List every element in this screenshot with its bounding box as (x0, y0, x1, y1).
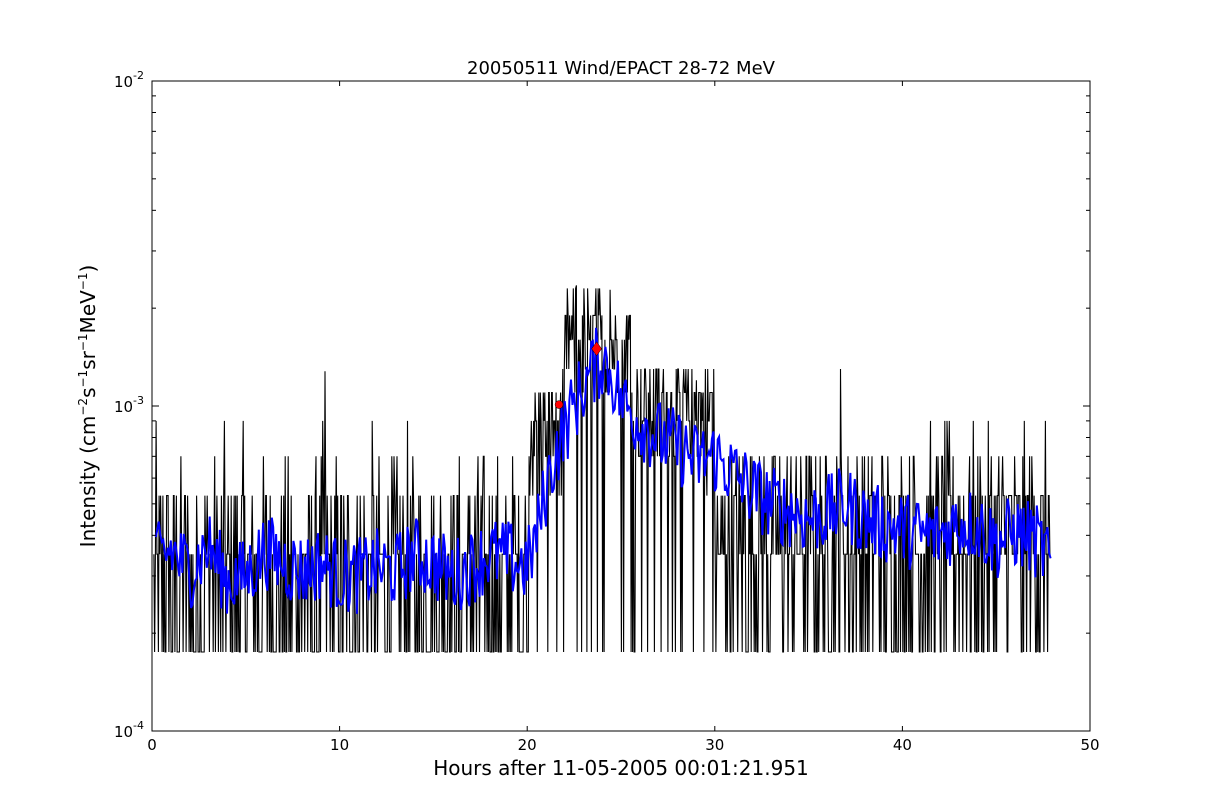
y-tick-label: 10-3 (114, 394, 144, 416)
y-tick-label-exponent: -4 (133, 719, 144, 732)
y-axis-title-mid3: MeV (76, 290, 100, 334)
x-tick-label: 20 (518, 736, 537, 754)
y-tick-label-base: 10 (114, 398, 133, 416)
y-tick-label: 10-4 (114, 719, 144, 741)
y-tick-label-base: 10 (114, 73, 133, 91)
y-axis-title-prefix: Intensity (cm (76, 416, 100, 548)
y-axis-title-sup4: −1 (76, 272, 90, 290)
y-axis-title-sup3: −1 (76, 333, 90, 351)
y-tick-label-base: 10 (114, 723, 133, 741)
peak-marker-diamond (591, 341, 602, 357)
x-tick-label: 10 (330, 736, 349, 754)
onset-marker-circle (554, 400, 564, 409)
y-tick-label: 10-2 (114, 69, 144, 91)
y-tick-label-exponent: -2 (133, 69, 144, 82)
x-tick-label: 30 (705, 736, 724, 754)
y-axis-title-mid1: s (76, 388, 100, 398)
x-tick-label: 50 (1080, 736, 1099, 754)
y-axis-title-sup2: −1 (76, 370, 90, 388)
y-axis-title: Intensity (cm−2s−1sr−1MeV−1) (76, 265, 100, 548)
y-axis-title-mid2: sr (76, 350, 100, 369)
x-tick-label: 0 (147, 736, 157, 754)
raw-intensity-line (153, 285, 1051, 653)
series-layer (153, 285, 1052, 653)
y-axis-title-suffix: ) (76, 265, 100, 273)
y-axis-title-sup1: −2 (76, 398, 90, 416)
smoothed-intensity-line (154, 327, 1052, 614)
chart-title: 20050511 Wind/EPACT 28-72 MeV (467, 58, 776, 79)
y-tick-label-exponent: -3 (133, 394, 144, 407)
x-axis-title: Hours after 11-05-2005 00:01:21.951 (433, 756, 809, 780)
x-tick-label: 40 (893, 736, 912, 754)
